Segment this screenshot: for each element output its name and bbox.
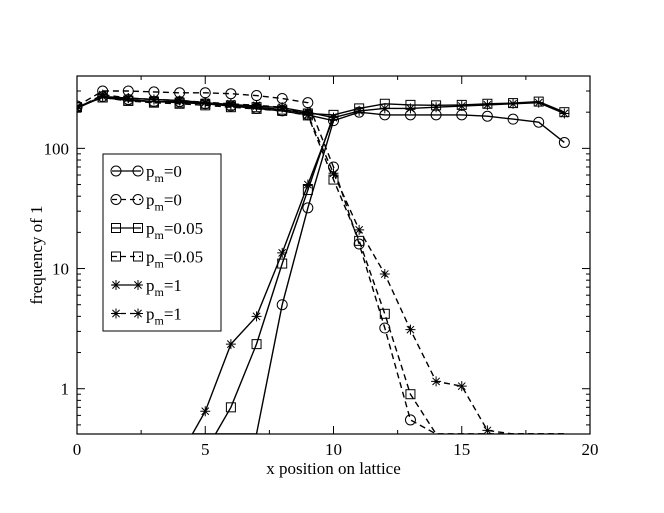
data-point (225, 98, 236, 109)
x-tick-label: 10 (325, 440, 342, 459)
data-point (558, 136, 570, 148)
plot-area (77, 85, 570, 434)
data-point (379, 103, 390, 114)
data-point (431, 376, 442, 387)
data-point (354, 224, 365, 235)
data-point (508, 98, 519, 109)
data-point (276, 299, 288, 311)
plot-marks (77, 85, 570, 434)
data-point (174, 95, 185, 106)
x-tick-label: 20 (582, 440, 599, 459)
series-low-branch (192, 120, 335, 434)
data-point (225, 339, 236, 350)
data-point (405, 389, 416, 400)
data-point (302, 109, 313, 120)
data-point (133, 280, 143, 290)
data-point (404, 414, 416, 426)
data-point (133, 223, 143, 233)
data-point (354, 105, 365, 116)
data-point (405, 103, 416, 114)
data-point (379, 308, 390, 319)
data-point (456, 381, 467, 392)
data-point (431, 102, 442, 113)
y-tick-label: 1 (61, 380, 70, 399)
data-point (533, 116, 545, 128)
data-point (507, 113, 519, 125)
x-tick-label: 5 (201, 440, 210, 459)
data-point (225, 88, 237, 100)
data-point (533, 97, 544, 108)
data-point (110, 194, 122, 205)
data-point (482, 99, 493, 110)
legend-label: pm=0.05 (146, 219, 203, 242)
data-point (132, 165, 144, 177)
data-point (328, 112, 339, 123)
data-point (302, 202, 314, 214)
x-tick-label: 15 (453, 440, 470, 459)
legend: pm=0 pm=0 pm=0.05 pm=0.05 pm=1 pm=1 (102, 153, 222, 332)
y-tick-label: 100 (44, 139, 70, 158)
data-point (111, 251, 121, 262)
data-point (354, 235, 365, 246)
data-point (481, 110, 493, 122)
data-point (456, 101, 467, 112)
data-point (277, 247, 288, 258)
data-point (251, 311, 262, 322)
data-point (200, 97, 211, 108)
data-point (405, 324, 416, 335)
legend-label: pm=0.05 (146, 248, 203, 271)
legend-box (102, 153, 222, 332)
data-point (123, 93, 134, 104)
data-point (251, 100, 262, 111)
data-point (133, 251, 143, 262)
y-axis-label: frequency of 1 (27, 205, 46, 304)
data-point (97, 89, 108, 100)
data-point (302, 179, 313, 190)
data-point (251, 339, 262, 350)
data-point (110, 165, 122, 177)
legend-label: pm=0 (146, 162, 182, 185)
data-point (111, 223, 121, 233)
legend-label: pm=1 (146, 305, 182, 328)
data-point (482, 425, 493, 434)
data-point (148, 94, 159, 105)
legend-label: pm=0 (146, 191, 182, 214)
data-point (200, 406, 211, 417)
x-tick-label: 0 (73, 440, 82, 459)
x-axis-label: x position on lattice (266, 459, 401, 478)
data-point (132, 194, 144, 205)
legend-label: pm=1 (146, 276, 182, 299)
data-point (277, 102, 288, 113)
data-point (111, 308, 121, 319)
data-point (133, 308, 143, 319)
data-point (111, 280, 121, 290)
data-point (559, 108, 570, 119)
series-line (77, 90, 565, 434)
data-point (328, 168, 339, 179)
data-point (225, 402, 236, 413)
y-tick-label: 10 (52, 260, 69, 279)
data-point (379, 269, 390, 280)
axis-ticks: 0 5 10 15 20 1 10 100 (44, 76, 599, 459)
data-point (77, 102, 82, 113)
